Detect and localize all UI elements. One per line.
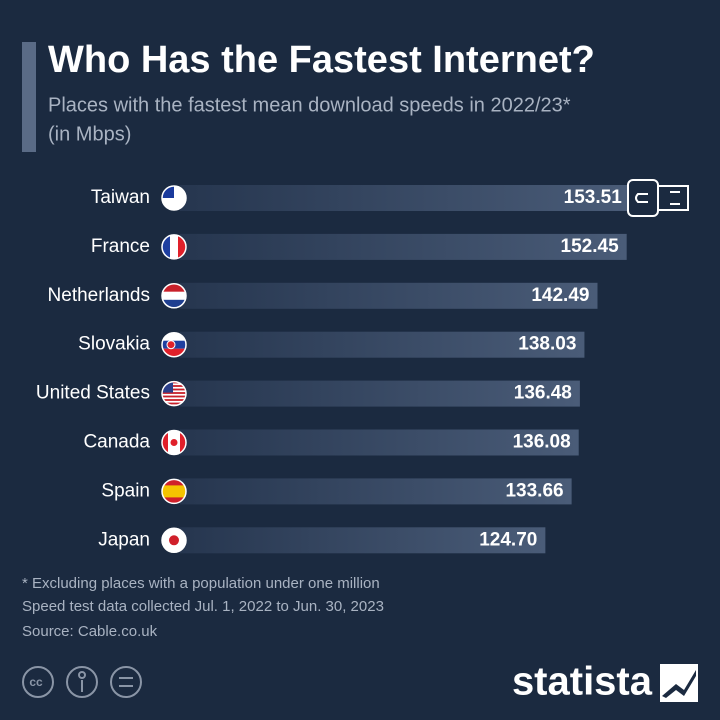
value-label: 136.48 <box>514 383 572 404</box>
flag-part <box>162 388 186 391</box>
category-label: Netherlands <box>48 285 150 306</box>
footnote: * Excluding places with a population und… <box>22 575 380 592</box>
flag <box>161 234 187 260</box>
bar <box>180 527 546 554</box>
category-label: France <box>91 236 150 257</box>
bar <box>180 185 630 211</box>
bar <box>180 331 585 358</box>
flag <box>161 478 187 505</box>
flag-part <box>170 234 178 259</box>
flag <box>161 283 187 309</box>
flag-part <box>162 381 186 384</box>
subtitle: Places with the fastest mean download sp… <box>48 94 571 116</box>
flag-part <box>178 234 186 259</box>
bar <box>180 380 580 407</box>
flag-ring <box>161 429 187 456</box>
flag-body <box>162 332 186 357</box>
cc-label: cc <box>29 675 43 689</box>
flag-ring <box>161 478 187 505</box>
flag-part <box>162 299 186 308</box>
accent-bar <box>22 42 36 152</box>
flag-part <box>162 385 186 387</box>
value-label: 124.70 <box>479 529 537 550</box>
flag <box>161 380 187 407</box>
brand-icon <box>660 664 698 702</box>
bar <box>180 429 579 456</box>
category-label: Slovakia <box>78 334 150 355</box>
category-label: Spain <box>101 480 150 501</box>
value-label: 136.08 <box>513 432 571 453</box>
flag-part <box>170 439 178 446</box>
value-label: 152.45 <box>561 236 620 257</box>
source: Source: Cable.co.uk <box>22 623 158 640</box>
flag-part <box>162 392 186 394</box>
category-label: United States <box>36 383 150 404</box>
flag-part <box>162 430 168 455</box>
license-icons <box>22 666 142 698</box>
flag-body <box>162 528 186 553</box>
brand: statista <box>512 660 653 704</box>
flag-ring <box>161 331 187 358</box>
plug-icon <box>627 179 689 217</box>
bar <box>180 282 598 309</box>
flag-ring <box>161 234 187 260</box>
flag-part <box>162 283 186 292</box>
footnote: Speed test data collected Jul. 1, 2022 t… <box>22 598 384 615</box>
flag-part <box>180 430 186 455</box>
flag <box>161 185 187 211</box>
flag <box>161 527 187 554</box>
flag-part <box>162 234 170 259</box>
flag-ring <box>161 283 187 309</box>
flag-body <box>162 381 186 406</box>
flag-ring <box>161 185 187 211</box>
flag-part <box>162 348 186 357</box>
value-label: 138.03 <box>518 334 576 355</box>
flag-part <box>162 395 186 398</box>
bar <box>180 233 627 260</box>
flag-part <box>162 291 186 300</box>
flag-part <box>162 381 173 393</box>
category-label: Taiwan <box>91 187 150 208</box>
flag-body <box>162 234 186 259</box>
flag-part <box>166 340 176 350</box>
flag-part <box>169 535 179 546</box>
flag-body <box>162 430 186 455</box>
chart-title: Who Has the Fastest Internet? <box>48 39 595 81</box>
flag-ring <box>161 380 187 407</box>
flag-part <box>162 399 186 401</box>
flag-ring <box>161 527 187 554</box>
flag-part <box>162 332 186 341</box>
flag <box>161 331 187 358</box>
flag-part <box>162 402 186 405</box>
value-label: 133.66 <box>505 480 563 501</box>
subtitle: (in Mbps) <box>48 123 131 145</box>
category-label: Japan <box>98 529 150 550</box>
flag <box>161 429 187 456</box>
category-label: Canada <box>83 432 150 453</box>
bar <box>180 478 572 505</box>
value-label: 142.49 <box>531 285 589 306</box>
value-label: 153.51 <box>564 187 623 208</box>
flag-body <box>162 283 186 308</box>
flag-part <box>162 485 186 498</box>
